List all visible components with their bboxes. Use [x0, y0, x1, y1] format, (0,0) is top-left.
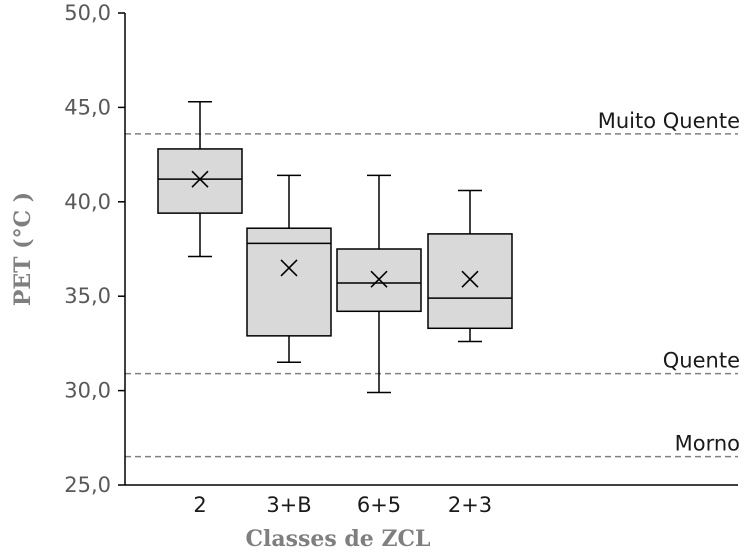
box-iqr	[336, 248, 422, 313]
mean-marker	[191, 170, 209, 188]
reference-label: Muito Quente	[598, 109, 740, 133]
x-tick-label: 2+3	[448, 493, 492, 517]
mean-marker	[370, 270, 388, 288]
x-tick-label: 6+5	[357, 493, 401, 517]
box-group	[157, 100, 243, 258]
y-tick-label: 50,0	[64, 1, 111, 25]
reference-label: Morno	[675, 432, 740, 456]
axes	[124, 13, 738, 486]
box-group	[427, 189, 513, 343]
box-group	[246, 174, 332, 364]
box-iqr	[157, 148, 243, 214]
reference-label: Quente	[663, 349, 740, 373]
y-ticks: 25,0 30,0 35,0 40,0 45,0 50,0	[64, 1, 125, 497]
boxes	[157, 100, 513, 394]
box-iqr	[427, 233, 513, 330]
x-tick-label: 2	[193, 493, 206, 517]
y-axis-title: PET (°C )	[10, 192, 36, 306]
y-tick-label: 40,0	[64, 190, 111, 214]
mean-marker	[461, 270, 479, 288]
x-axis-title: Classes de ZCL	[245, 526, 430, 552]
x-ticks: 2 3+B 6+5 2+3	[193, 493, 492, 517]
mean-marker	[280, 259, 298, 277]
y-tick-label: 30,0	[64, 379, 111, 403]
x-tick-label: 3+B	[266, 493, 311, 517]
y-tick-label: 25,0	[64, 473, 111, 497]
y-tick-label: 35,0	[64, 284, 111, 308]
box-group	[336, 174, 422, 394]
box-iqr	[246, 227, 332, 337]
y-tick-label: 45,0	[64, 95, 111, 119]
reference-lines: Muito Quente Quente Morno	[125, 109, 740, 458]
